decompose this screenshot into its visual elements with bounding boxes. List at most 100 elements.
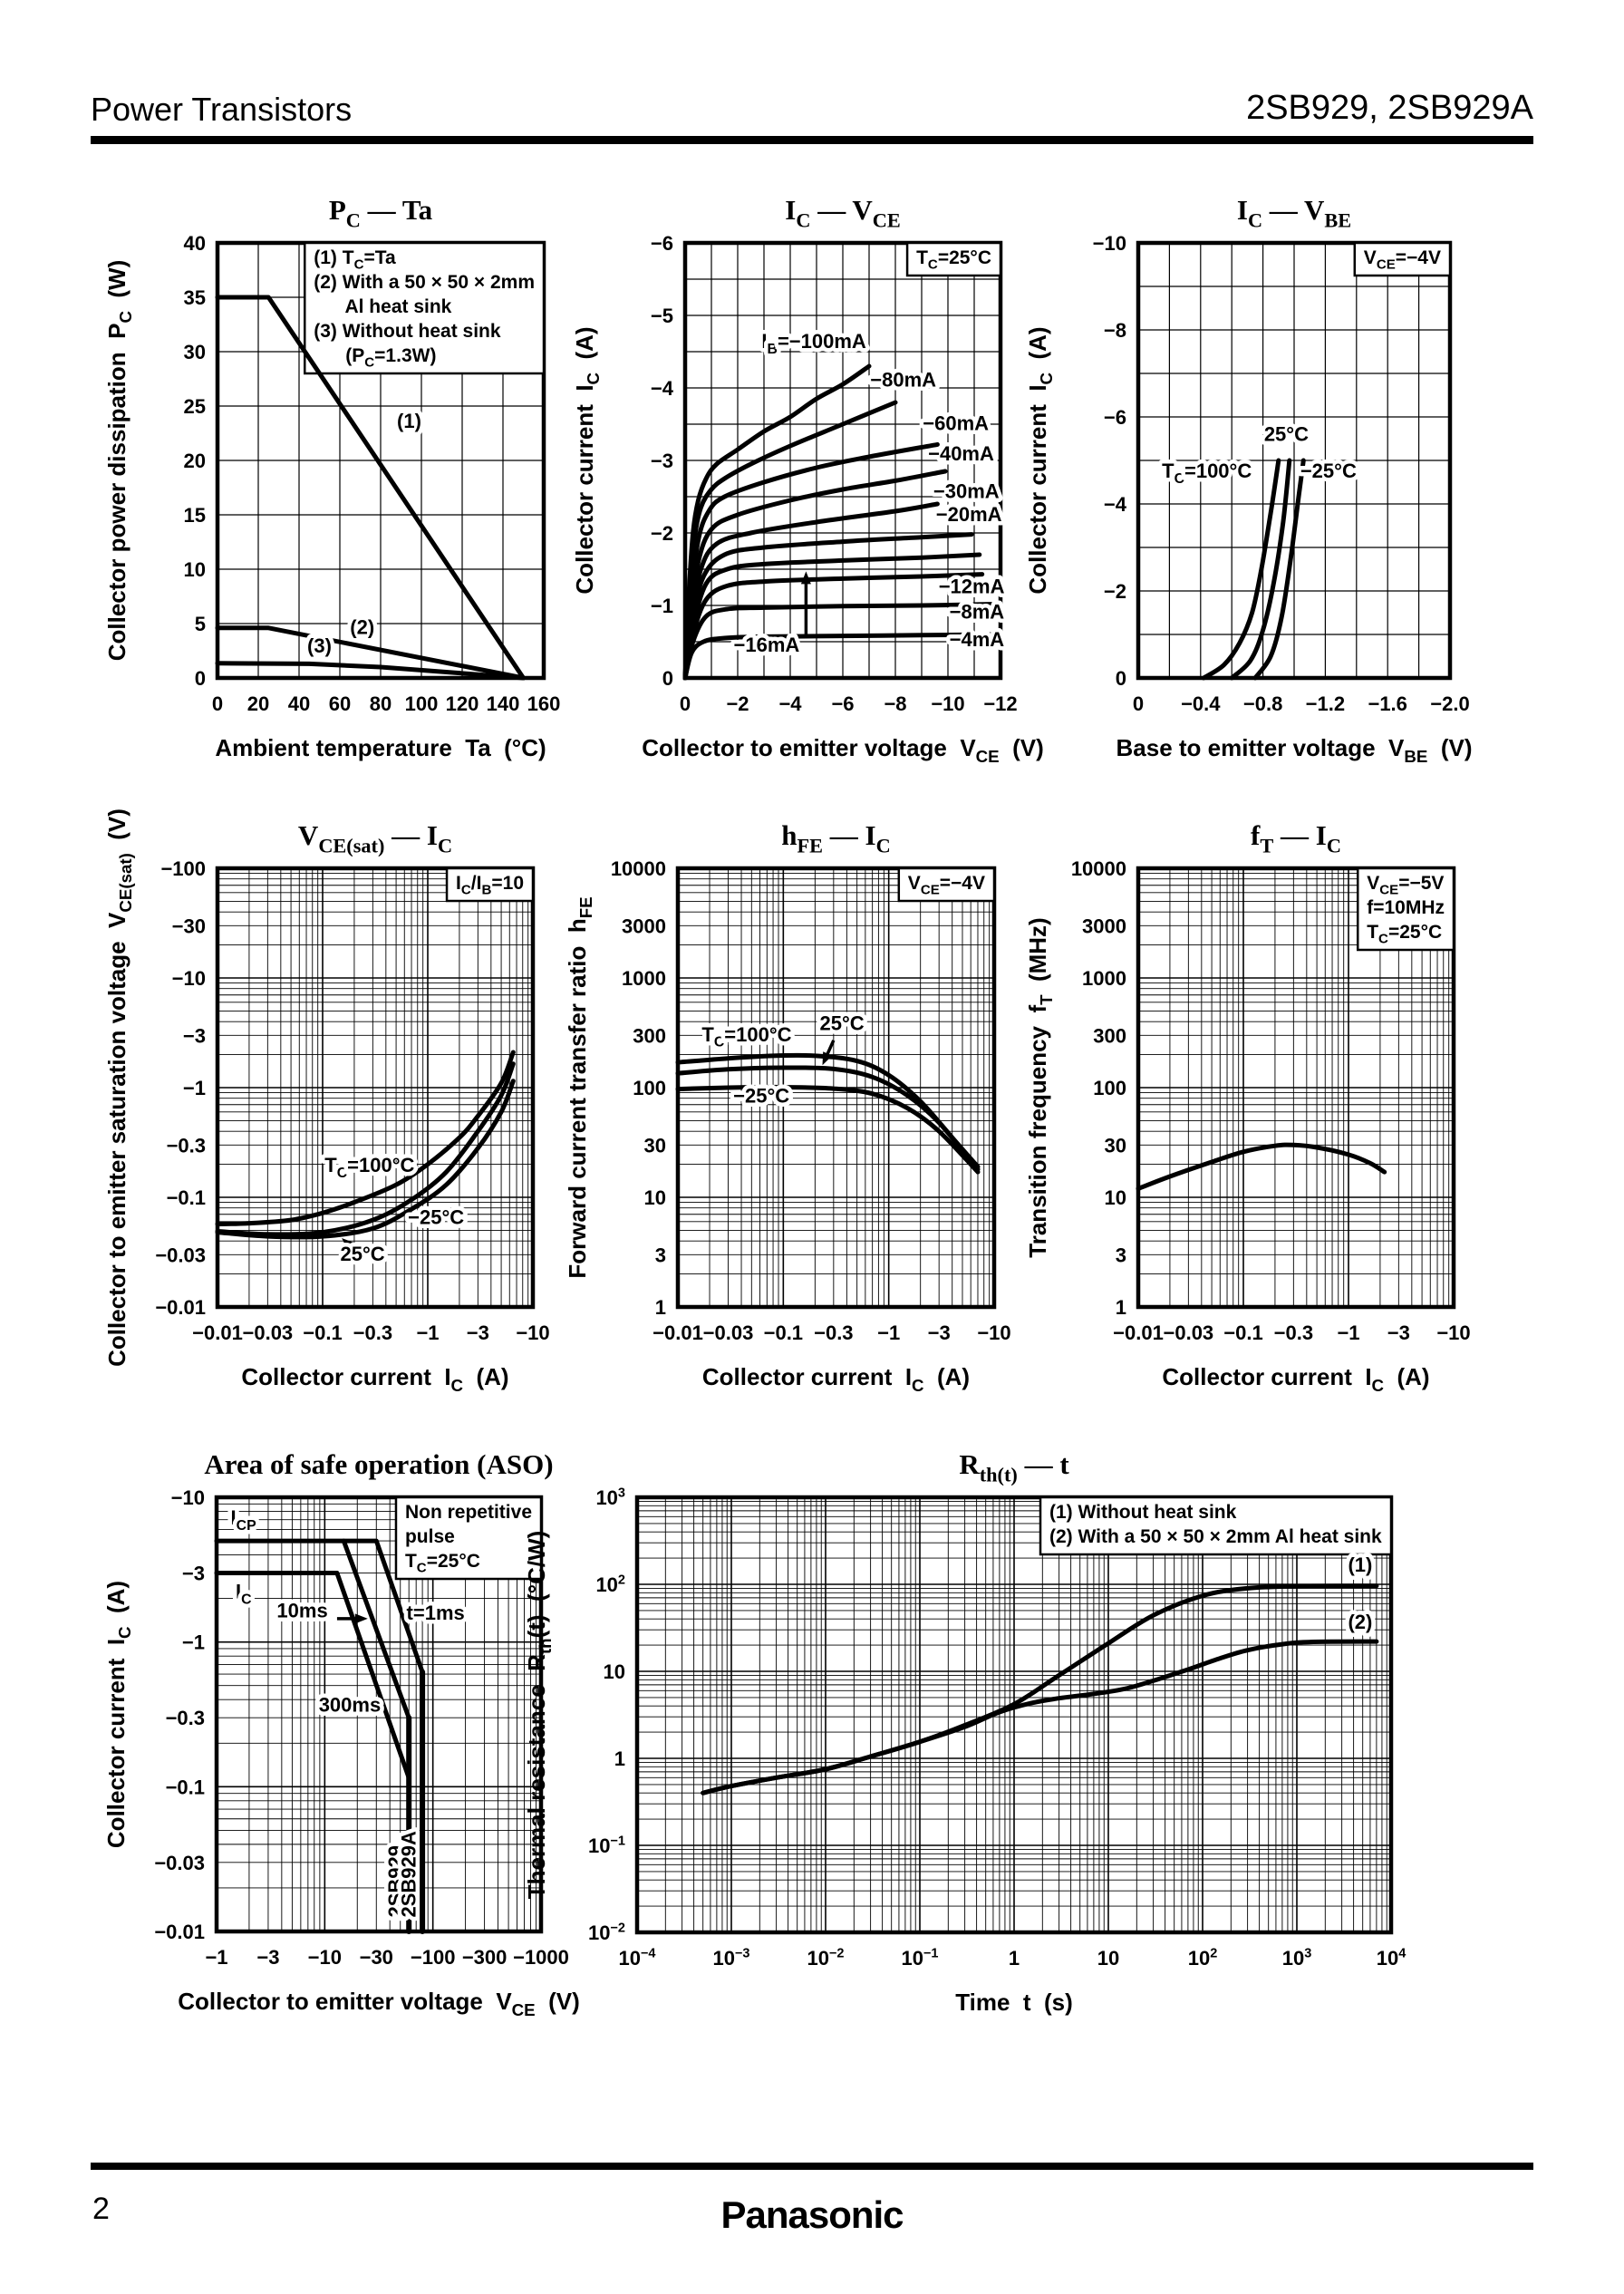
chart-title: Rth(t) — t	[959, 1448, 1069, 1486]
series-ib-8ma	[682, 601, 1003, 681]
y-tick-label: −10	[172, 967, 206, 990]
series-tc-100c	[675, 1052, 981, 1169]
x-axis-title: Collector to emitter voltage VCE (V)	[642, 734, 1043, 766]
y-tick-label: −30	[172, 915, 206, 937]
curve-label: TC=100°C	[701, 1023, 791, 1050]
curve-label: (3)	[307, 634, 332, 657]
chart-title: IC — VBE	[1237, 194, 1351, 231]
curve-label: (2)	[1348, 1611, 1372, 1633]
y-tick-label: 5	[195, 613, 206, 635]
svg-text:TC=25°C: TC=25°C	[1367, 922, 1442, 947]
y-tick-label: −1	[183, 1077, 206, 1099]
x-tick-label: −2.0	[1430, 692, 1469, 715]
svg-text:TC=25°C: TC=25°C	[916, 247, 991, 273]
y-tick-label: −0.03	[154, 1852, 205, 1874]
curve-label: (2)	[350, 615, 374, 638]
x-tick-label: −0.03	[243, 1321, 294, 1344]
svg-text:IC/IB=10: IC/IB=10	[456, 873, 524, 898]
series-tc-25c	[1252, 458, 1306, 681]
y-axis-title: Transition frequency fT (MHz)	[1024, 917, 1056, 1257]
series--1-tc-ta	[215, 295, 526, 681]
y-tick-label: −10	[171, 1486, 205, 1509]
series--1-without-heat-sink	[701, 1583, 1379, 1796]
annotation-box	[1356, 866, 1455, 952]
curve-label: −25°C	[408, 1206, 464, 1229]
plot-border	[682, 240, 1003, 681]
chart-title: VCE(sat) — IC	[298, 819, 452, 857]
y-tick-label: −8	[1104, 319, 1126, 342]
y-tick-label: 0	[1116, 667, 1126, 690]
svg-text:VCE=−5V: VCE=−5V	[1367, 873, 1444, 898]
chart-hfe-ic: VCE=−4V TC=100°C 25°C −25°C −0.01 −0.03 −0.1 −0…	[564, 819, 1011, 1395]
y-tick-label: −1	[182, 1631, 205, 1654]
y-tick-label: 0	[662, 667, 673, 690]
series-tc-100c	[1201, 458, 1281, 681]
y-axis-title: Collector current IC (A)	[571, 326, 603, 594]
series-ib-100ma	[682, 363, 872, 681]
annotation: IC/IB=10	[456, 873, 524, 898]
x-tick-label: −0.03	[1164, 1321, 1214, 1344]
x-tick-label: 0	[680, 692, 691, 715]
y-tick-label: −4	[651, 377, 674, 400]
annotation: (1) Without heat sink (2) With a 50 × 50 …	[1049, 1502, 1382, 1547]
plot-border	[214, 1495, 544, 1934]
x-tick-label: 80	[370, 692, 392, 715]
curve-label: 25°C	[341, 1243, 385, 1265]
chart-title: PC — Ta	[329, 194, 433, 231]
grid	[1137, 867, 1455, 1308]
svg-text:(1) Without heat sink: (1) Without heat sink	[1049, 1502, 1237, 1523]
annotation: (1) TC=Ta(2) With a 50 × 50 × 2mm Al hea…	[314, 247, 535, 371]
x-tick-label: −10	[1436, 1321, 1470, 1344]
x-tick-label: 120	[446, 692, 479, 715]
page-number: 2	[92, 2192, 110, 2226]
chart-ic-vbe: VCE=−4V 25°C TC=100°C −25°C 0 −0.4 −0.8 −1.2 −1.…	[1024, 194, 1473, 766]
grid	[636, 1496, 1392, 1933]
plot-border	[1136, 866, 1456, 1310]
annotation-box	[394, 1495, 543, 1581]
series-tc-25c	[675, 1065, 981, 1172]
curve-label: −12mA	[939, 575, 1005, 597]
x-tick-label: −6	[831, 692, 854, 715]
annotation: VCE=−4V	[908, 873, 985, 898]
x-tick-label: −10	[308, 1946, 342, 1969]
x-tick-label: 10−4	[618, 1947, 655, 1970]
x-tick-label: −8	[884, 692, 906, 715]
y-tick-label: −2	[1104, 580, 1126, 603]
header-rule	[91, 136, 1533, 144]
svg-text:Non repetitive: Non repetitive	[405, 1502, 532, 1523]
curve-label: TC=100°C	[324, 1154, 414, 1181]
series-tc-100c	[215, 1050, 516, 1226]
y-tick-label: 10	[644, 1186, 666, 1209]
y-tick-label: 1000	[1082, 967, 1126, 990]
x-axis-title: Ambient temperature Ta (°C)	[215, 734, 546, 761]
y-tick-label: 10	[1105, 1186, 1126, 1209]
x-tick-label: 100	[405, 692, 439, 715]
chart-title: Area of safe operation (ASO)	[204, 1448, 553, 1480]
curve-label: 25°C	[1264, 422, 1309, 445]
curve-label: −20mA	[936, 503, 1002, 526]
x-tick-label: −1	[877, 1321, 900, 1344]
x-axis-title: Base to emitter voltage VBE (V)	[1116, 734, 1473, 766]
x-tick-label: −10	[977, 1321, 1010, 1344]
y-axis-title: Collector current IC (A)	[102, 1581, 134, 1848]
arrow-head	[354, 1613, 368, 1624]
x-tick-label: −3	[928, 1321, 951, 1344]
curve-label: 25°C	[819, 1011, 864, 1034]
y-tick-label: −0.01	[154, 1921, 205, 1943]
y-tick-label: −3	[182, 1562, 205, 1584]
x-tick-label: −3	[256, 1946, 279, 1969]
series-ic-limit-300ms	[214, 1571, 411, 1781]
y-axis-title: Collector power dissipation PC (W)	[103, 260, 135, 662]
x-tick-label: −300	[462, 1946, 508, 1969]
y-tick-label: 1	[1116, 1296, 1126, 1319]
series-ib-16ma	[682, 552, 982, 681]
y-tick-label: 300	[633, 1024, 666, 1047]
x-tick-label: −3	[1387, 1321, 1410, 1344]
y-tick-label: 10−1	[588, 1834, 625, 1857]
y-tick-label: 20	[184, 450, 206, 472]
y-tick-label: −0.01	[155, 1296, 206, 1319]
y-tick-label: 102	[595, 1573, 625, 1596]
